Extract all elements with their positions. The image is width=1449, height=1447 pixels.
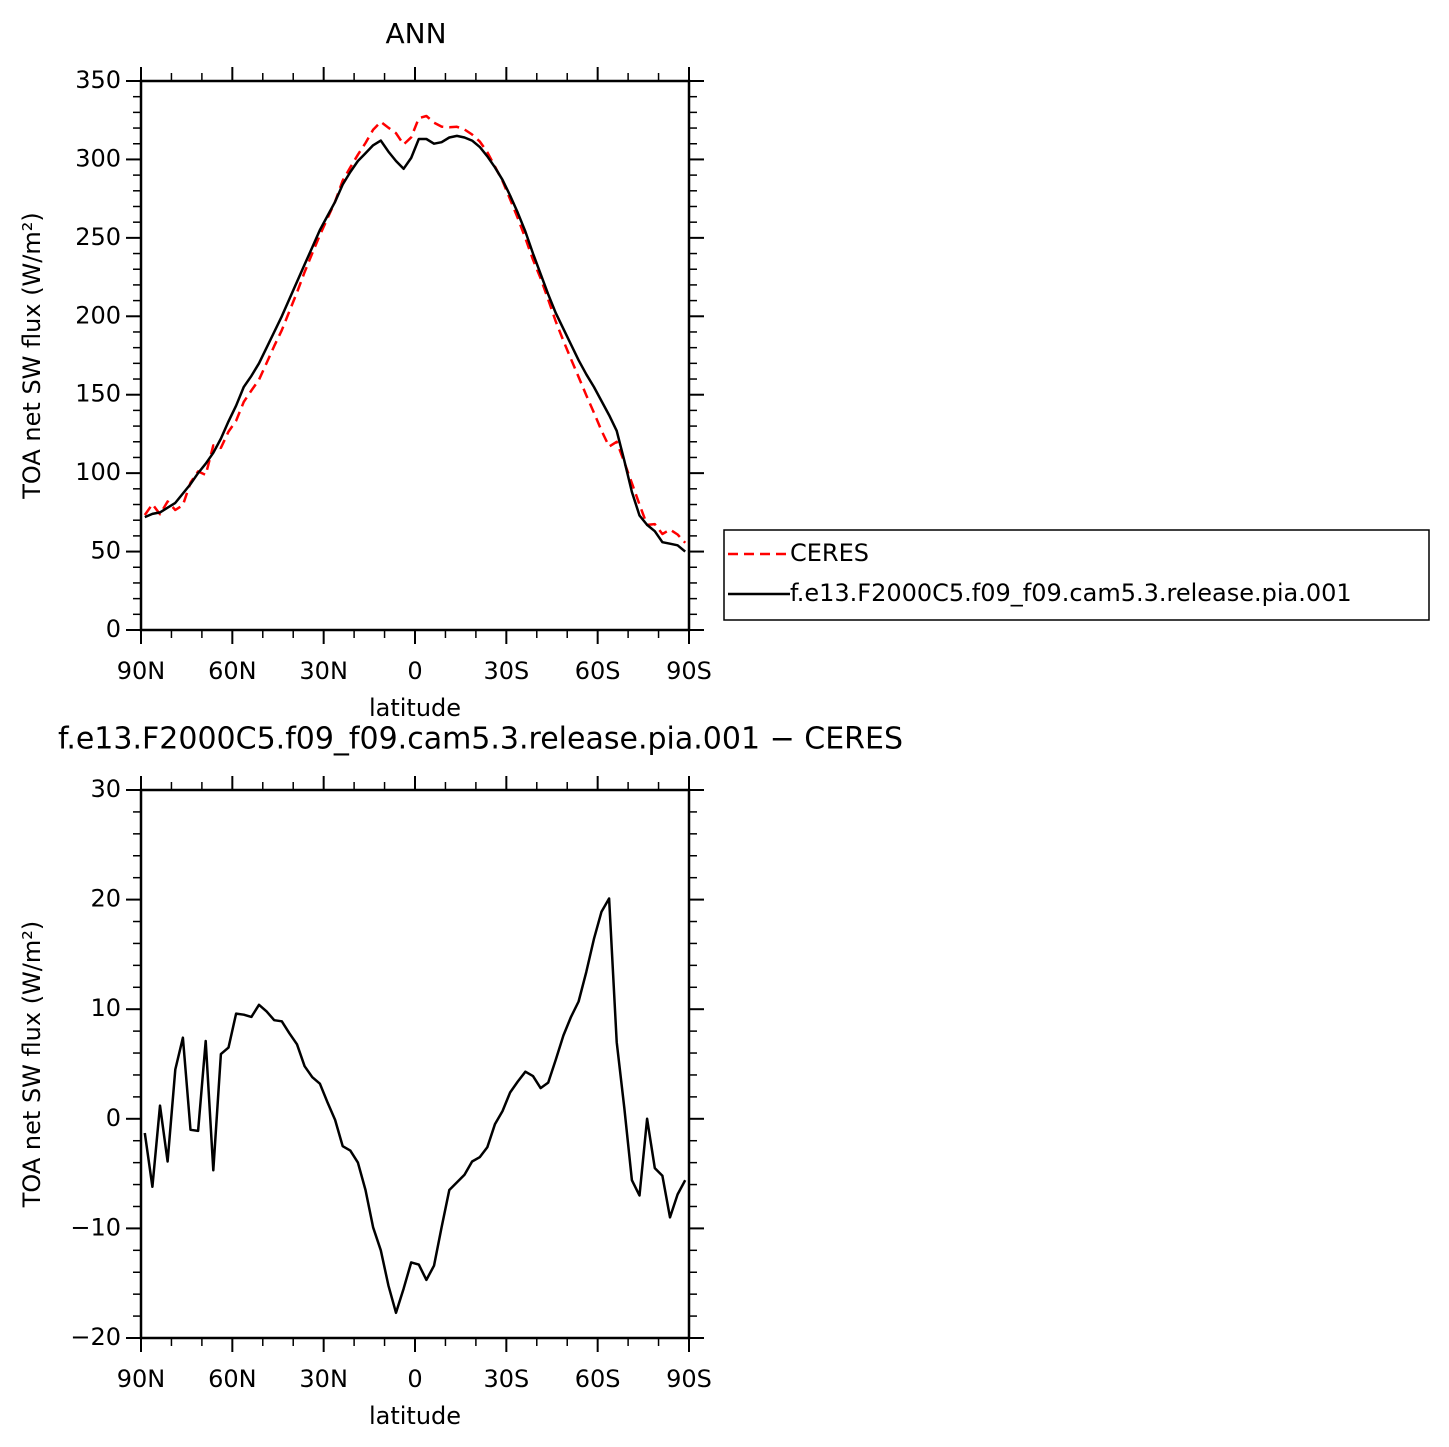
data-line: [143, 897, 687, 1315]
x-tick-label: 0: [407, 1365, 422, 1393]
legend-label: CERES: [790, 539, 869, 567]
y-tick-label: 0: [106, 1104, 121, 1132]
y-tick-label: 20: [90, 885, 121, 913]
x-axis-label: latitude: [369, 694, 461, 722]
y-tick-label: 10: [90, 994, 121, 1022]
y-tick-label: −10: [70, 1213, 121, 1241]
y-tick-label: −20: [70, 1323, 121, 1351]
x-tick-label: 90N: [117, 1365, 166, 1393]
x-tick-label: 60N: [208, 1365, 257, 1393]
x-tick-label: 30N: [299, 657, 348, 685]
x-tick-label: 60S: [575, 1365, 621, 1393]
x-tick-label: 60S: [575, 657, 621, 685]
y-tick-label: 100: [75, 458, 121, 486]
y-tick-label: 50: [90, 537, 121, 565]
y-tick-label: 150: [75, 380, 121, 408]
x-axis-label: latitude: [369, 1402, 461, 1430]
x-tick-label: 30S: [483, 657, 529, 685]
x-tick-label: 0: [407, 657, 422, 685]
y-tick-label: 250: [75, 223, 121, 251]
data-line: [143, 114, 687, 544]
y-tick-label: 350: [75, 66, 121, 94]
x-tick-label: 90S: [666, 657, 712, 685]
chart-title: f.e13.F2000C5.f09_f09.cam5.3.release.pia…: [58, 722, 903, 757]
x-tick-label: 90S: [666, 1365, 712, 1393]
x-tick-label: 30N: [299, 1365, 348, 1393]
y-tick-label: 300: [75, 144, 121, 172]
plot-frame: [139, 788, 691, 1340]
x-tick-label: 90N: [117, 657, 166, 685]
legend-box: [723, 529, 1430, 621]
legend-label: f.e13.F2000C5.f09_f09.cam5.3.release.pia…: [790, 579, 1352, 607]
y-axis-label: TOA net SW flux (W/m²): [18, 212, 46, 500]
y-axis-label: TOA net SW flux (W/m²): [18, 921, 46, 1209]
x-tick-label: 60N: [208, 657, 257, 685]
chart-title: ANN: [385, 17, 446, 50]
data-line: [144, 134, 686, 553]
plot-frame: [139, 79, 691, 632]
y-tick-label: 200: [75, 301, 121, 329]
y-tick-label: 0: [106, 615, 121, 643]
y-tick-label: 30: [90, 775, 121, 803]
x-tick-label: 30S: [483, 1365, 529, 1393]
